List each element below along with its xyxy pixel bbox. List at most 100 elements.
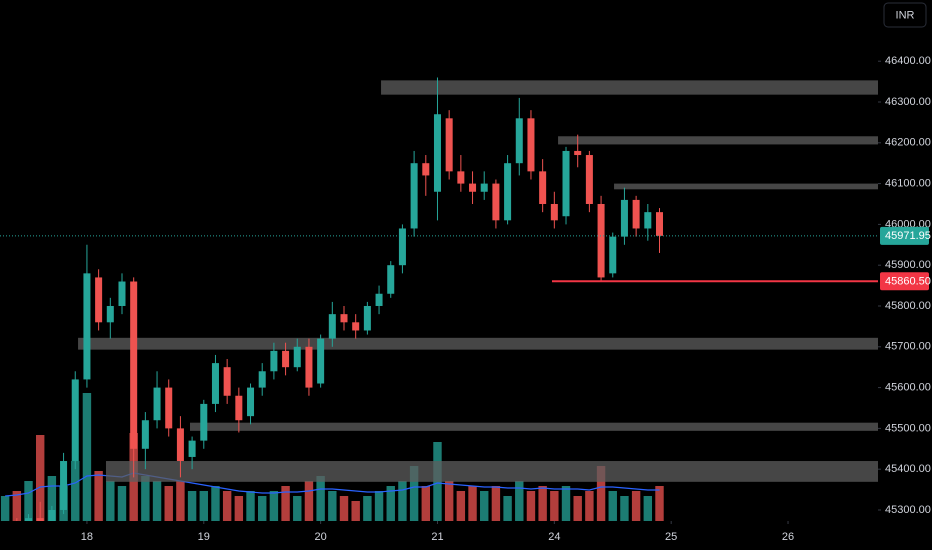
- candle-body: [153, 387, 161, 421]
- volume-bar: [444, 481, 454, 521]
- volume-bar: [351, 501, 360, 521]
- candle-body: [83, 273, 91, 380]
- level-label: 45860.50: [885, 276, 931, 288]
- candle-body: [562, 150, 570, 217]
- candle-body: [223, 367, 231, 396]
- candle-body: [574, 150, 582, 156]
- y-tick-label: 45400.00: [885, 463, 931, 475]
- volume-bar: [421, 486, 431, 521]
- candle-body: [655, 212, 663, 236]
- volume-bar: [117, 486, 127, 521]
- candle-body: [317, 338, 325, 384]
- volume-bar: [526, 491, 536, 521]
- last-price-label: 45971.95: [885, 230, 931, 242]
- candle-body: [492, 183, 500, 221]
- volume-bar: [538, 486, 547, 521]
- x-tick-label: 24: [548, 531, 560, 543]
- zone: [558, 136, 878, 145]
- volume-bar: [152, 481, 162, 521]
- volume-bar: [596, 466, 606, 521]
- volume-bar: [12, 491, 22, 521]
- candle-body: [211, 363, 219, 404]
- volume-bar: [187, 491, 197, 521]
- candle-body: [340, 314, 348, 323]
- volume-bar: [24, 481, 33, 521]
- candle-body: [258, 371, 266, 388]
- candle-body: [188, 440, 196, 457]
- candle-body: [25, 518, 33, 521]
- candle-body: [293, 346, 301, 368]
- candle-body: [550, 203, 558, 221]
- volume-bar: [281, 486, 290, 521]
- candle-body: [352, 322, 360, 331]
- y-tick-label: 45600.00: [885, 381, 931, 393]
- volume-bar: [608, 491, 617, 521]
- zone: [381, 80, 878, 95]
- candle-body: [247, 387, 255, 417]
- volume-bar: [234, 496, 244, 521]
- volume-bar: [480, 491, 489, 521]
- volume-bar: [398, 481, 407, 521]
- candle-body: [457, 171, 465, 184]
- candle-body: [644, 212, 652, 229]
- volume-bar: [655, 486, 664, 521]
- volume-bar: [293, 496, 302, 521]
- volume-bar: [620, 496, 629, 521]
- candle-body: [282, 350, 290, 368]
- currency-button[interactable]: [883, 2, 927, 28]
- volume-bar: [409, 466, 419, 521]
- volume-bar: [0, 496, 10, 521]
- volume-bar: [328, 491, 337, 521]
- volume-bar: [47, 476, 57, 521]
- zone: [105, 461, 878, 482]
- volume-bar: [561, 486, 571, 521]
- candle-body: [515, 118, 523, 164]
- x-tick-label: 21: [431, 531, 443, 543]
- candle-body: [433, 114, 441, 192]
- currency-label: INR: [896, 9, 915, 21]
- candle-body: [305, 346, 313, 388]
- candle-body: [235, 395, 243, 421]
- y-tick-label: 45800.00: [885, 300, 931, 312]
- candle-body: [270, 350, 278, 372]
- volume-bar: [468, 486, 477, 521]
- candle-body: [410, 163, 418, 229]
- y-tick-label: 46300.00: [885, 96, 931, 108]
- candle-body: [504, 163, 512, 221]
- candle-body: [48, 509, 56, 521]
- y-tick-label: 45300.00: [885, 504, 931, 516]
- volume-bar: [222, 491, 232, 521]
- volume-bar: [491, 486, 501, 521]
- candle-body: [141, 420, 149, 449]
- candle-body: [480, 183, 488, 192]
- candle-body: [71, 379, 79, 462]
- plot-area: [0, 77, 878, 521]
- volume-bar: [374, 491, 384, 521]
- candle-body: [527, 118, 535, 172]
- volume-bar: [339, 496, 349, 521]
- volume-bar: [71, 461, 80, 521]
- candle-body: [363, 305, 371, 331]
- volume-bar: [199, 491, 208, 521]
- candle-body: [422, 163, 430, 176]
- candle-body: [176, 428, 184, 462]
- volume-bar: [246, 491, 255, 521]
- candle-body: [328, 314, 336, 339]
- volume-bar: [141, 476, 150, 521]
- volume-bar: [503, 496, 512, 521]
- volume-bar: [456, 491, 466, 521]
- x-tick-label: 19: [198, 531, 210, 543]
- x-tick-label: 26: [782, 531, 794, 543]
- level-box: [880, 272, 929, 291]
- zone: [78, 337, 878, 350]
- candle-body: [632, 199, 640, 229]
- last-price-box: [880, 226, 929, 245]
- volume-bar: [304, 481, 314, 521]
- y-tick-label: 46100.00: [885, 178, 931, 190]
- candle-body: [597, 203, 605, 278]
- y-tick-label: 45500.00: [885, 422, 931, 434]
- zone: [189, 422, 878, 431]
- candle-body: [375, 293, 383, 306]
- candle-body: [36, 518, 44, 521]
- volume-bar: [82, 393, 92, 521]
